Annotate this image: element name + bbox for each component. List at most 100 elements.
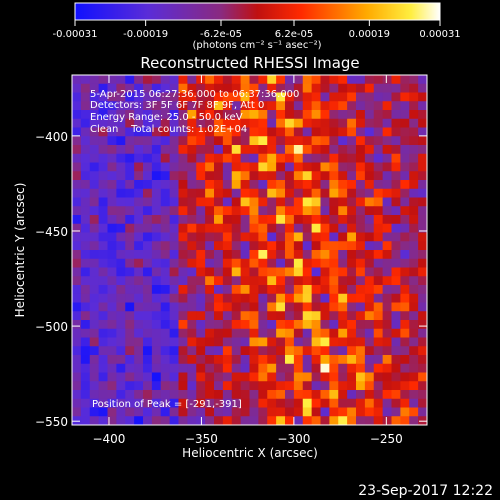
heatmap-cell: [409, 320, 419, 330]
heatmap-cell: [143, 372, 153, 382]
heatmap-cell: [240, 328, 250, 338]
heatmap-cell: [240, 171, 250, 181]
heatmap-cell: [125, 320, 135, 330]
heatmap-cell: [187, 337, 197, 347]
heatmap-cell: [276, 188, 286, 198]
heatmap-cell: [400, 346, 410, 356]
heatmap-cell: [107, 407, 117, 417]
heatmap-cell: [382, 232, 392, 242]
heatmap-cell: [214, 355, 224, 365]
heatmap-cell: [258, 337, 268, 347]
colorbar-gradient: [74, 2, 441, 21]
heatmap-cell: [205, 223, 215, 233]
heatmap-cell: [72, 223, 82, 233]
heatmap-cell: [151, 416, 162, 426]
heatmap-cell: [311, 206, 321, 216]
heatmap-cell: [409, 162, 419, 172]
heatmap-cell: [249, 381, 259, 391]
heatmap-cell: [116, 328, 126, 338]
heatmap-cell: [205, 416, 215, 426]
heatmap-cell: [267, 241, 277, 251]
heatmap-cell: [125, 285, 135, 295]
heatmap-cell: [240, 250, 250, 260]
heatmap-cell: [169, 346, 179, 356]
heatmap-cell: [107, 276, 117, 286]
heatmap-cell: [231, 153, 242, 163]
heatmap-cell: [89, 197, 100, 207]
heatmap-cell: [293, 223, 304, 233]
heatmap-cell: [409, 372, 419, 382]
heatmap-cell: [347, 346, 357, 356]
heatmap-cell: [373, 75, 384, 85]
heatmap-cell: [205, 363, 215, 373]
heatmap-cell: [80, 346, 91, 356]
heatmap-cell: [364, 197, 375, 207]
heatmap-cell: [418, 162, 428, 172]
heatmap-cell: [72, 390, 82, 400]
heatmap-cell: [249, 328, 259, 338]
heatmap-cell: [169, 355, 179, 365]
heatmap-cell: [382, 162, 392, 172]
heatmap-cell: [187, 197, 197, 207]
heatmap-cell: [391, 311, 401, 321]
heatmap-cell: [382, 363, 392, 373]
heatmap-cell: [222, 197, 233, 207]
heatmap-cell: [347, 180, 357, 190]
heatmap-cell: [98, 118, 108, 128]
heatmap-cell: [364, 267, 375, 277]
heatmap-cell: [320, 83, 330, 93]
heatmap-cell: [391, 118, 401, 128]
heatmap-cell: [329, 83, 339, 93]
heatmap-cell: [338, 241, 348, 251]
heatmap-cell: [373, 416, 384, 426]
heatmap-cell: [89, 285, 100, 295]
heatmap-cell: [258, 355, 268, 365]
heatmap-cell: [418, 407, 428, 417]
heatmap-cell: [169, 153, 179, 163]
heatmap-cell: [80, 258, 91, 268]
heatmap-cell: [231, 171, 242, 181]
heatmap-cell: [125, 250, 135, 260]
heatmap-cell: [98, 75, 108, 85]
heatmap-cell: [240, 75, 250, 85]
heatmap-cell: [80, 180, 91, 190]
heatmap-cell: [285, 136, 295, 146]
heatmap-cell: [285, 381, 295, 391]
heatmap-cell: [72, 372, 82, 382]
heatmap-cell: [293, 92, 304, 102]
heatmap-cell: [276, 328, 286, 338]
heatmap-cell: [400, 302, 410, 312]
heatmap-cell: [125, 302, 135, 312]
heatmap-cell: [187, 302, 197, 312]
heatmap-cell: [373, 171, 384, 181]
heatmap-cell: [320, 75, 330, 85]
heatmap-cell: [231, 136, 242, 146]
heatmap-cell: [125, 398, 135, 408]
heatmap-cell: [338, 355, 348, 365]
heatmap-cell: [320, 241, 330, 251]
heatmap-cell: [285, 206, 295, 216]
heatmap-cell: [391, 381, 401, 391]
heatmap-cell: [134, 232, 144, 242]
heatmap-cell: [134, 188, 144, 198]
heatmap-cell: [285, 101, 295, 111]
heatmap-cell: [196, 258, 206, 268]
heatmap-cell: [187, 118, 197, 128]
heatmap-cell: [285, 241, 295, 251]
heatmap-cell: [249, 75, 259, 85]
heatmap-cell: [134, 407, 144, 417]
heatmap-cell: [116, 162, 126, 172]
heatmap-cell: [356, 320, 366, 330]
heatmap-cell: [293, 171, 304, 181]
heatmap-cell: [169, 267, 179, 277]
heatmap-cell: [125, 328, 135, 338]
heatmap-cell: [293, 311, 304, 321]
heatmap-cell: [178, 320, 188, 330]
heatmap-cell: [240, 92, 250, 102]
heatmap-cell: [134, 75, 144, 85]
heatmap-cell: [356, 311, 366, 321]
heatmap-cell: [391, 416, 401, 426]
heatmap-cell: [151, 311, 162, 321]
heatmap-cell: [196, 145, 206, 155]
heatmap-cell: [214, 110, 224, 120]
